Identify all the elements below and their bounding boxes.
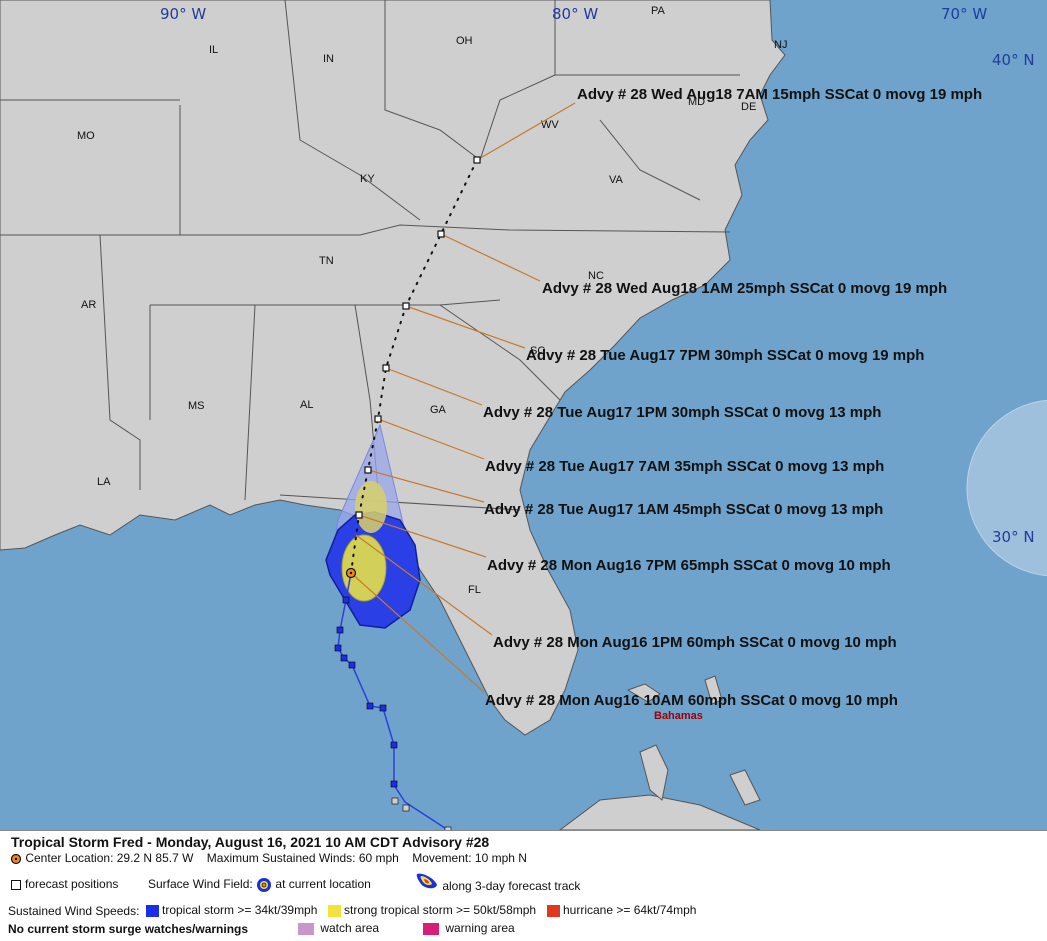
- center-location-row: Center Location: 29.2 N 85.7 W Maximum S…: [10, 851, 527, 865]
- past-track-positions: [334, 596, 398, 788]
- advisory-label: Advy # 28 Tue Aug17 1PM 30mph SSCat 0 mo…: [483, 404, 881, 421]
- advisory-leader-lines: [350, 102, 576, 693]
- advisory-label: Advy # 28 Wed Aug18 1AM 25mph SSCat 0 mo…: [542, 280, 947, 297]
- max-winds: Maximum Sustained Winds: 60 mph: [206, 851, 399, 865]
- state-boundaries: [0, 0, 740, 511]
- past-track: [337, 572, 449, 830]
- storm-title: Tropical Storm Fred - Monday, August 16,…: [11, 834, 490, 850]
- hurricane-key: hurricane >= 64kt/74mph: [547, 903, 696, 917]
- forecast-positions-key: forecast positions: [11, 877, 118, 891]
- hurricane-label: hurricane >= 64kt/74mph: [563, 903, 697, 917]
- forecast-positions-label: forecast positions: [25, 877, 119, 891]
- strong-tropical-storm-swatch: [328, 904, 341, 917]
- state-label: IN: [323, 53, 334, 65]
- tropical-storm-key: tropical storm >= 34kt/39mph: [146, 903, 317, 917]
- state-label: OH: [456, 35, 473, 47]
- strong-tropical-storm-key: strong tropical storm >= 50kt/58mph: [328, 903, 536, 917]
- warning-area-label: warning area: [445, 921, 515, 935]
- lon-label-90w: 90° W: [160, 5, 206, 23]
- past-track-positions-far: [391, 797, 452, 830]
- advisory-label: Advy # 28 Wed Aug18 7AM 15mph SSCat 0 mo…: [577, 86, 982, 103]
- hurricane-swatch: [547, 904, 560, 917]
- state-label: AR: [81, 299, 96, 311]
- track-wind-field-key: along 3-day forecast track: [415, 871, 581, 894]
- watch-area-swatch: [298, 922, 314, 935]
- place-label-bahamas: Bahamas: [654, 710, 703, 722]
- state-label: LA: [97, 476, 111, 488]
- lon-label-80w: 80° W: [552, 5, 598, 23]
- island-bahamas-3: [704, 675, 723, 705]
- surface-wind-field-label: Surface Wind Field:: [148, 877, 253, 892]
- state-label: IL: [209, 44, 218, 56]
- state-label: SC: [530, 345, 545, 357]
- storm-map: 90° W 80° W 70° W 40° N 30° N IL IN OH P…: [0, 0, 1047, 830]
- tropical-storm-label: tropical storm >= 34kt/39mph: [162, 903, 318, 917]
- surface-wind-field-key: Surface Wind Field: at current location: [148, 877, 371, 893]
- state-label: GA: [430, 404, 447, 416]
- state-label: MD: [688, 96, 705, 108]
- along-track-label: along 3-day forecast track: [442, 879, 581, 894]
- storm-center-icon: [10, 853, 22, 864]
- advisory-labels: Advy # 28 Wed Aug18 7AM 15mph SSCat 0 mo…: [483, 86, 982, 709]
- distant-disturbance: [966, 399, 1047, 577]
- state-labels: IL IN OH PA NJ MO KY WV MD VA DE TN NC A…: [77, 5, 787, 596]
- lat-label-30n: 30° N: [992, 528, 1035, 546]
- state-label: NJ: [774, 39, 787, 51]
- forecast-square-icon: [11, 879, 21, 890]
- state-label: MO: [77, 130, 95, 142]
- island-cuba: [559, 794, 761, 830]
- forecast-track: [350, 159, 478, 574]
- at-current-location-label: at current location: [275, 877, 371, 892]
- state-label: AL: [300, 399, 313, 411]
- watch-area-key: watch area: [298, 921, 379, 935]
- current-location-wind-icon: [257, 878, 272, 892]
- movement: Movement: 10 mph N: [412, 851, 527, 865]
- advisory-label: Advy # 28 Mon Aug16 10AM 60mph SSCat 0 m…: [485, 692, 898, 709]
- sustained-wind-speeds-label: Sustained Wind Speeds:: [8, 904, 140, 918]
- island-bahamas-4: [729, 769, 761, 806]
- forecast-positions: [355, 156, 481, 519]
- state-label: TN: [319, 255, 334, 267]
- strong-tropical-storm-field: [341, 534, 387, 602]
- surge-note: No current storm surge watches/warnings: [8, 922, 249, 936]
- advisory-label: Advy # 28 Tue Aug17 7AM 35mph SSCat 0 mo…: [485, 458, 884, 475]
- sustained-wind-speeds-key: Sustained Wind Speeds:: [8, 904, 139, 918]
- center-location: Center Location: 29.2 N 85.7 W: [25, 851, 194, 865]
- state-label: NC: [588, 270, 604, 282]
- state-label: FL: [468, 584, 481, 596]
- land-us: [0, 0, 786, 736]
- warning-area-swatch: [423, 922, 439, 935]
- state-label: KY: [360, 173, 375, 185]
- lon-label-70w: 70° W: [941, 5, 987, 23]
- watch-area-label: watch area: [320, 921, 380, 935]
- state-label: WV: [541, 119, 559, 131]
- tropical-storm-swatch: [146, 904, 159, 917]
- strong-tropical-storm-label: strong tropical storm >= 50kt/58mph: [344, 903, 537, 917]
- warning-area-key: warning area: [423, 921, 515, 935]
- strong-tropical-storm-field-forecast: [355, 481, 387, 533]
- advisory-label: Advy # 28 Tue Aug17 7PM 30mph SSCat 0 mo…: [526, 347, 924, 364]
- state-label: VA: [609, 174, 624, 186]
- advisory-label: Advy # 28 Mon Aug16 7PM 65mph SSCat 0 mo…: [487, 557, 891, 574]
- storm-center-dot: [349, 571, 353, 575]
- lat-label-40n: 40° N: [992, 51, 1035, 69]
- state-label: MS: [188, 400, 205, 412]
- advisory-label: Advy # 28 Tue Aug17 1AM 45mph SSCat 0 mo…: [484, 501, 883, 518]
- state-label: DE: [741, 101, 756, 113]
- track-wind-field-icon: [416, 873, 437, 889]
- island-bahamas-1: [626, 683, 661, 703]
- legend-panel: Tropical Storm Fred - Monday, August 16,…: [0, 830, 1047, 941]
- state-label: PA: [651, 5, 666, 17]
- island-bahamas-2: [639, 744, 669, 801]
- advisory-label: Advy # 28 Mon Aug16 1PM 60mph SSCat 0 mo…: [493, 634, 897, 651]
